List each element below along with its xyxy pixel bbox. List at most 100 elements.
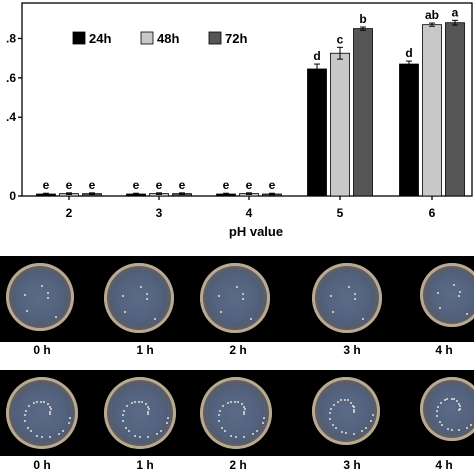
colony-dot	[25, 310, 28, 313]
colony-dot	[124, 426, 127, 429]
colony-dot	[49, 436, 52, 438]
colony-dot	[337, 400, 340, 403]
colony-dot	[251, 433, 254, 436]
legend-swatch	[208, 31, 222, 45]
colony-dot	[261, 422, 264, 425]
significance-label: d	[405, 46, 412, 60]
colony-dot	[46, 403, 49, 406]
colony-dot	[354, 293, 357, 296]
bar	[307, 68, 327, 197]
colony-dot	[167, 416, 170, 419]
significance-label: e	[156, 178, 163, 192]
colony-dot	[329, 417, 332, 420]
colony-dot	[28, 405, 31, 408]
significance-label: e	[66, 178, 73, 192]
colony-dot	[458, 290, 461, 293]
colony-dot	[48, 406, 51, 409]
x-tick-label: 4	[246, 206, 253, 220]
colony-dot	[165, 422, 168, 425]
colony-dot	[334, 427, 337, 430]
colony-dot	[54, 316, 57, 319]
colony-dot	[451, 429, 454, 432]
colony-dot	[24, 409, 27, 412]
colony-dot	[243, 436, 246, 438]
colony-dot	[126, 405, 129, 408]
colony-dot	[465, 427, 468, 430]
colony-dot	[69, 416, 72, 419]
colony-dot	[339, 399, 342, 402]
colony-dot	[331, 424, 334, 427]
colony-dot	[436, 415, 439, 418]
colony-dot	[340, 431, 343, 434]
colony-dot	[32, 401, 35, 404]
colony-dot	[250, 317, 253, 320]
colony-dot	[218, 295, 221, 298]
colony-dot	[469, 423, 472, 426]
colony-dot	[255, 429, 258, 432]
significance-label: c	[337, 32, 344, 46]
colony-dot	[333, 403, 336, 406]
colony-dot	[446, 428, 449, 431]
colony-dot	[452, 398, 455, 401]
colony-dot	[134, 434, 137, 437]
time-label: 2 h	[229, 458, 247, 472]
x-tick-label: 6	[429, 206, 436, 220]
significance-label: a	[452, 5, 459, 19]
colony-dot	[30, 430, 33, 433]
y-tick-label: .4	[6, 110, 16, 124]
significance-label: e	[133, 178, 140, 192]
petri-dish-photo	[6, 263, 74, 331]
colony-dot	[147, 413, 150, 415]
colony-dot	[226, 401, 229, 404]
petri-dish-photo	[312, 377, 380, 445]
colony-dot	[43, 400, 46, 403]
colony-dot	[242, 293, 245, 296]
colony-dot	[240, 403, 243, 406]
colony-dot	[133, 400, 136, 403]
colony-dot	[218, 413, 221, 416]
colony-dot	[438, 421, 441, 424]
y-tick-label: .8	[6, 31, 16, 45]
colony-dot	[224, 430, 227, 433]
colony-dot	[147, 436, 150, 438]
colony-dot	[35, 400, 38, 403]
colony-dot	[332, 311, 335, 314]
colony-dot	[26, 426, 29, 429]
significance-label: b	[359, 12, 366, 26]
colony-dot	[144, 403, 147, 406]
colony-dot	[237, 400, 240, 403]
colony-dot	[436, 409, 439, 412]
colony-dot	[46, 297, 49, 299]
colony-dot	[236, 286, 239, 289]
colony-dot	[124, 311, 127, 314]
time-label: 1 h	[136, 458, 154, 472]
bar	[399, 63, 419, 197]
colony-dot	[329, 411, 332, 414]
colony-dot	[49, 411, 52, 414]
bar	[330, 52, 350, 197]
colony-dot	[353, 406, 356, 409]
colony-dot	[458, 404, 461, 407]
x-tick-label: 2	[66, 206, 73, 220]
x-tick-label: 5	[337, 206, 344, 220]
significance-label: e	[89, 178, 96, 192]
colony-dot	[139, 435, 141, 438]
colony-dot	[229, 400, 232, 403]
y-tick-label: .6	[6, 71, 16, 85]
colony-dot	[122, 409, 125, 412]
colony-dot	[243, 408, 246, 411]
y-tick-label: 0	[9, 189, 16, 203]
colony-dot	[24, 420, 27, 423]
colony-dot	[220, 426, 223, 429]
colony-dot	[354, 298, 356, 300]
colony-dot	[138, 400, 141, 403]
colony-dot	[458, 409, 461, 411]
colony-dot	[371, 414, 374, 417]
time-label: 2 h	[229, 343, 247, 357]
colony-dot	[220, 311, 223, 314]
colony-dot	[243, 413, 246, 415]
colony-dot	[436, 292, 439, 295]
bar	[353, 28, 373, 197]
legend-label: 48h	[157, 31, 179, 46]
colony-dot	[458, 429, 461, 432]
